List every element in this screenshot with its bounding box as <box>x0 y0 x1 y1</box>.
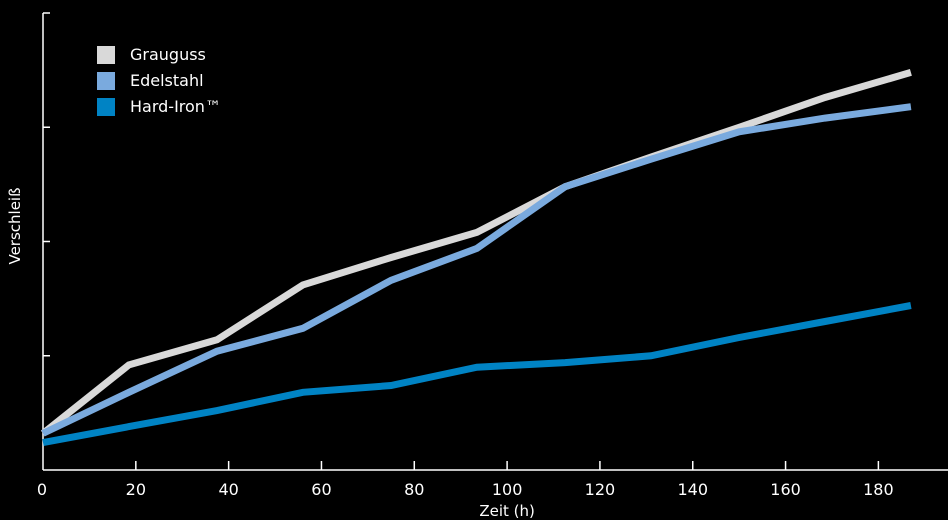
legend-swatch <box>97 46 115 64</box>
x-axis-title: Zeit (h) <box>479 502 535 520</box>
x-tick-label: 120 <box>585 480 616 499</box>
x-tick-label: 40 <box>218 480 238 499</box>
series-line-2 <box>41 103 912 437</box>
y-ticks <box>43 12 50 357</box>
x-tick-label: 100 <box>492 480 523 499</box>
legend-label: Hard-Iron™ <box>130 97 221 116</box>
series-line-1 <box>40 69 912 437</box>
legend-swatch <box>97 98 115 116</box>
x-tick-label: 20 <box>126 480 146 499</box>
x-tick-label: 140 <box>677 480 708 499</box>
x-ticks: 0 20 40 60 80 100 120 140 160 180 <box>37 461 894 499</box>
x-tick-label: 0 <box>37 480 47 499</box>
x-tick-label: 180 <box>863 480 894 499</box>
legend-swatch <box>97 72 115 90</box>
x-tick-label: 60 <box>311 480 331 499</box>
series-layer <box>40 69 912 447</box>
legend-label: Edelstahl <box>130 71 204 90</box>
series-line-3 <box>42 302 912 447</box>
x-tick-label: 160 <box>770 480 801 499</box>
axes: 0 20 40 60 80 100 120 140 160 180 <box>37 12 948 499</box>
legend-label: Grauguss <box>130 45 206 64</box>
legend: Grauguss Edelstahl Hard-Iron™ <box>97 45 221 116</box>
x-tick-label: 80 <box>404 480 424 499</box>
y-axis-title: Verschleiß <box>6 187 24 264</box>
